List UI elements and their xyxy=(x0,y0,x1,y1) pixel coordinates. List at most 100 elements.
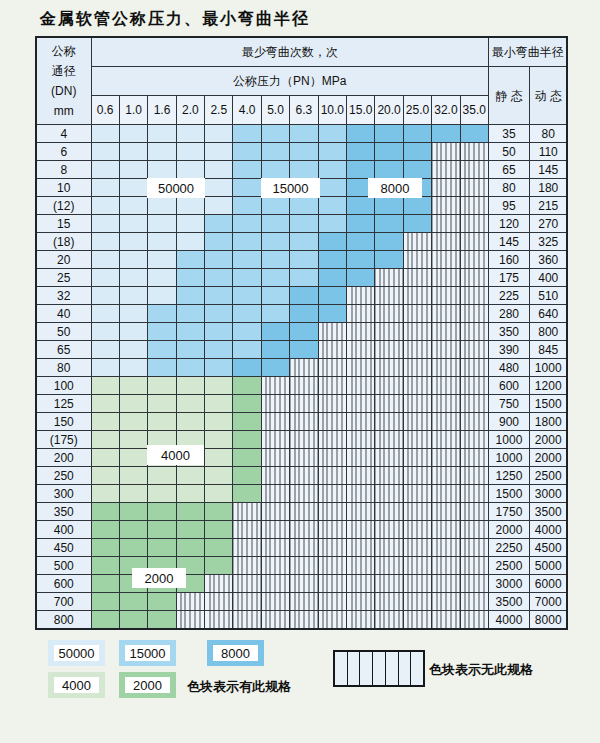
no-spec-cell xyxy=(432,233,460,251)
spec-cell xyxy=(261,341,289,359)
spec-cell xyxy=(148,539,176,557)
dynamic-radius-cell: 4500 xyxy=(529,539,567,557)
spec-cell xyxy=(375,125,403,143)
pressure-col-0.6: 0.6 xyxy=(91,96,119,125)
dynamic-radius-cell: 1200 xyxy=(529,377,567,395)
no-spec-cell xyxy=(403,431,431,449)
spec-table: 公称通径(DN)mm 最少弯曲次数，次 最小弯曲半径 公称压力（PN）MPa 静… xyxy=(35,36,568,630)
no-spec-cell xyxy=(318,485,346,503)
spec-cell xyxy=(233,359,261,377)
spec-cell xyxy=(119,197,147,215)
spec-cell xyxy=(233,413,261,431)
spec-cell xyxy=(318,215,346,233)
no-spec-cell xyxy=(318,557,346,575)
dn-cell: 32 xyxy=(36,287,91,305)
pressure-col-4.0: 4.0 xyxy=(233,96,261,125)
spec-cell xyxy=(91,467,119,485)
no-spec-cell xyxy=(233,503,261,521)
dynamic-radius-cell: 110 xyxy=(529,143,567,161)
spec-cell xyxy=(91,395,119,413)
table-row-dn-400: 40020004000 xyxy=(36,521,567,539)
spec-cell xyxy=(176,503,204,521)
static-radius-cell: 95 xyxy=(488,197,529,215)
spec-cell xyxy=(233,377,261,395)
no-spec-cell xyxy=(290,611,318,630)
table-row-dn-200: 20010002000 xyxy=(36,449,567,467)
no-spec-cell xyxy=(261,557,289,575)
spec-cell xyxy=(91,233,119,251)
dn-cell: 4 xyxy=(36,125,91,143)
legend-swatch-8000: 8000 xyxy=(207,640,264,666)
no-spec-cell xyxy=(347,395,375,413)
dn-cell: 65 xyxy=(36,341,91,359)
spec-cell xyxy=(205,539,233,557)
no-spec-cell xyxy=(460,143,488,161)
spec-cell xyxy=(176,269,204,287)
spec-cell xyxy=(119,233,147,251)
cycle-label-4000: 4000 xyxy=(147,445,204,465)
static-radius-cell: 120 xyxy=(488,215,529,233)
no-spec-cell xyxy=(318,377,346,395)
spec-cell xyxy=(261,287,289,305)
spec-cell xyxy=(176,287,204,305)
no-spec-cell xyxy=(432,197,460,215)
no-spec-cell xyxy=(432,323,460,341)
dynamic-radius-cell: 325 xyxy=(529,233,567,251)
no-spec-cell xyxy=(403,305,431,323)
spec-cell xyxy=(119,503,147,521)
dn-cell: 8 xyxy=(36,161,91,179)
no-spec-cell xyxy=(347,485,375,503)
no-spec-cell xyxy=(347,287,375,305)
spec-cell xyxy=(290,143,318,161)
legend-swatch-4000: 4000 xyxy=(48,672,105,698)
no-spec-cell xyxy=(205,593,233,611)
no-spec-cell xyxy=(261,413,289,431)
pressure-col-20.0: 20.0 xyxy=(375,96,403,125)
dn-cell: 300 xyxy=(36,485,91,503)
spec-cell xyxy=(148,305,176,323)
no-spec-cell xyxy=(460,269,488,287)
spec-cell xyxy=(290,233,318,251)
spec-cell xyxy=(318,269,346,287)
dn-cell: 15 xyxy=(36,215,91,233)
spec-cell xyxy=(148,341,176,359)
static-radius-cell: 390 xyxy=(488,341,529,359)
no-spec-cell xyxy=(318,431,346,449)
no-spec-cell xyxy=(375,503,403,521)
dynamic-radius-cell: 80 xyxy=(529,125,567,143)
no-spec-cell xyxy=(261,467,289,485)
pressure-col-35.0: 35.0 xyxy=(460,96,488,125)
spec-cell xyxy=(148,593,176,611)
static-radius-cell: 1250 xyxy=(488,467,529,485)
cycle-label-15000: 15000 xyxy=(261,178,320,198)
dn-cell: 25 xyxy=(36,269,91,287)
spec-cell xyxy=(233,251,261,269)
no-spec-cell xyxy=(290,503,318,521)
pressure-col-6.3: 6.3 xyxy=(290,96,318,125)
no-spec-cell xyxy=(375,467,403,485)
spec-cell xyxy=(176,215,204,233)
spec-cell xyxy=(261,269,289,287)
table-row-dn-8: 865145 xyxy=(36,161,567,179)
spec-cell xyxy=(233,431,261,449)
spec-cell xyxy=(148,521,176,539)
dn-cell: 20 xyxy=(36,251,91,269)
spec-cell xyxy=(91,611,119,630)
spec-cell xyxy=(91,593,119,611)
table-row-dn-250: 25012502500 xyxy=(36,467,567,485)
static-radius-cell: 145 xyxy=(488,233,529,251)
spec-cell xyxy=(148,413,176,431)
static-radius-cell: 225 xyxy=(488,287,529,305)
spec-cell xyxy=(148,395,176,413)
dn-cell: 50 xyxy=(36,323,91,341)
spec-cell xyxy=(205,521,233,539)
no-spec-cell xyxy=(403,413,431,431)
pressure-col-25.0: 25.0 xyxy=(403,96,431,125)
spec-cell xyxy=(91,359,119,377)
spec-cell xyxy=(233,197,261,215)
spec-cell xyxy=(347,125,375,143)
spec-cell xyxy=(290,341,318,359)
spec-cell xyxy=(205,377,233,395)
cycle-label-2000: 2000 xyxy=(132,568,186,588)
no-spec-cell xyxy=(290,557,318,575)
